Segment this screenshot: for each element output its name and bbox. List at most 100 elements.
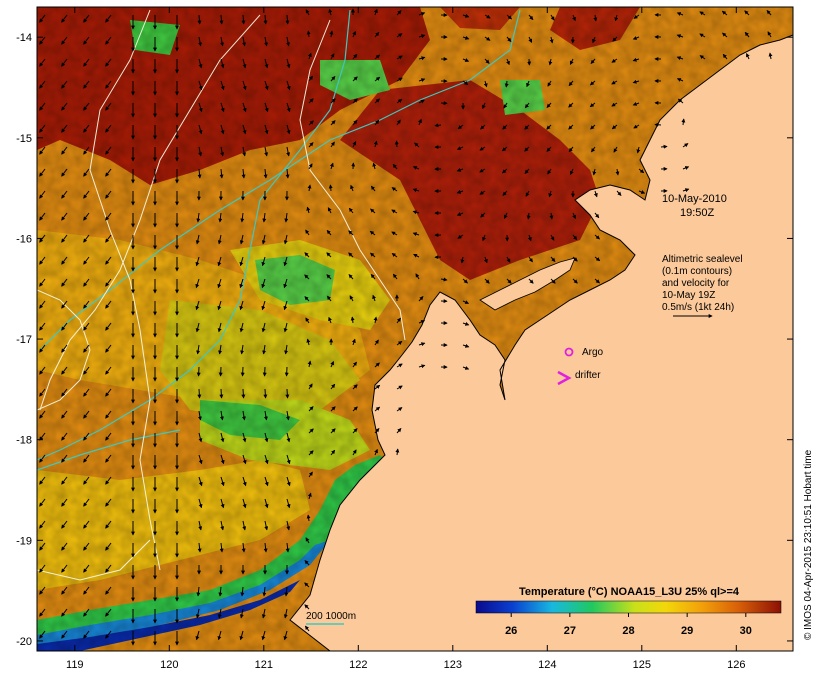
velocity-arrow — [105, 410, 112, 419]
velocity-arrow — [198, 476, 203, 487]
velocity-arrow — [195, 630, 200, 641]
velocity-arrow — [547, 168, 552, 175]
velocity-arrow — [632, 79, 640, 84]
velocity-arrow — [61, 168, 68, 177]
velocity-arrow — [506, 58, 510, 66]
velocity-arrow — [105, 234, 112, 243]
velocity-arrow — [83, 586, 90, 595]
velocity-arrow — [83, 190, 90, 199]
velocity-arrow — [396, 119, 401, 126]
velocity-arrow — [590, 124, 596, 130]
longitude-axis: 119 120 121 122 123 124 125 126 — [66, 7, 745, 671]
velocity-arrow — [264, 124, 269, 135]
velocity-arrow — [61, 212, 68, 221]
velocity-arrow — [328, 184, 333, 192]
velocity-arrow — [61, 256, 68, 265]
velocity-arrow — [195, 234, 200, 245]
velocity-arrow — [286, 58, 291, 69]
velocity-arrow — [242, 520, 247, 531]
colorbar: Temperature (°C) NOAA15_L3U 25% ql>=4 26… — [475, 586, 782, 637]
velocity-arrow — [286, 520, 291, 531]
velocity-arrow — [219, 542, 224, 553]
velocity-arrow — [198, 102, 203, 113]
velocity-arrow — [284, 344, 289, 355]
velocity-arrow — [418, 34, 426, 39]
velocity-arrow — [61, 410, 68, 419]
velocity-arrow — [61, 388, 68, 397]
velocity-arrow — [418, 296, 424, 302]
drifter-marker-icon — [557, 370, 572, 386]
velocity-arrow — [240, 344, 245, 355]
velocity-arrow — [285, 168, 290, 179]
velocity-arrow — [304, 560, 310, 566]
velocity-arrow — [39, 80, 46, 89]
velocity-arrow — [61, 190, 68, 199]
velocity-arrow — [83, 300, 90, 309]
velocity-arrow — [220, 520, 225, 531]
velocity-arrow — [548, 190, 553, 198]
velocity-arrow — [219, 410, 224, 421]
velocity-arrow — [594, 256, 601, 262]
velocity-arrow — [483, 80, 488, 88]
velocity-arrow — [39, 476, 46, 485]
velocity-arrow — [83, 630, 90, 639]
velocity-arrow — [83, 168, 90, 177]
velocity-arrow — [462, 300, 470, 304]
velocity-arrow — [105, 168, 112, 177]
velocity-arrow — [374, 54, 381, 60]
velocity-arrow — [391, 209, 398, 214]
velocity-arrow — [396, 77, 403, 82]
velocity-arrow — [242, 476, 247, 487]
velocity-arrow — [633, 14, 640, 19]
lon-tick-label: 123 — [444, 659, 462, 671]
velocity-arrow — [767, 31, 772, 38]
velocity-arrow — [396, 317, 401, 324]
legend-line-3: and velocity for — [662, 278, 730, 289]
velocity-arrow — [305, 317, 310, 324]
velocity-arrow — [348, 207, 354, 214]
velocity-arrow — [568, 102, 574, 108]
velocity-arrow — [241, 168, 246, 179]
velocity-arrow — [612, 36, 618, 42]
velocity-arrow — [506, 36, 512, 43]
velocity-arrow — [197, 542, 202, 553]
lon-tick-label: 119 — [66, 659, 84, 671]
velocity-arrow — [105, 564, 112, 573]
velocity-arrow — [105, 146, 112, 155]
velocity-arrow — [83, 388, 90, 397]
velocity-arrow — [550, 14, 555, 21]
velocity-arrow — [412, 188, 420, 193]
velocity-arrow — [283, 608, 288, 619]
velocity-arrow — [308, 428, 314, 434]
velocity-arrow — [348, 274, 354, 280]
velocity-arrow — [105, 212, 112, 221]
velocity-arrow — [660, 144, 668, 149]
velocity-arrow — [264, 476, 269, 487]
velocity-arrow — [546, 146, 552, 152]
velocity-arrow — [568, 146, 574, 153]
velocity-arrow — [219, 388, 224, 399]
velocity-arrow — [308, 471, 313, 478]
velocity-arrow — [572, 14, 576, 22]
velocity-arrow — [592, 168, 597, 176]
velocity-arrow — [329, 30, 334, 38]
velocity-arrow — [502, 190, 508, 196]
velocity-arrow — [526, 212, 531, 220]
velocity-arrow — [197, 168, 202, 179]
velocity-arrow — [352, 30, 356, 38]
velocity-arrow — [330, 98, 336, 104]
velocity-arrow — [462, 343, 470, 348]
velocity-arrow — [264, 80, 269, 91]
velocity-arrow — [39, 498, 46, 507]
velocity-arrow — [39, 58, 46, 67]
velocity-arrow — [373, 140, 378, 148]
argo-legend: Argo — [564, 347, 604, 358]
velocity-arrow — [220, 432, 225, 443]
velocity-arrow — [374, 428, 380, 434]
velocity-arrow — [352, 384, 358, 390]
velocity-arrow — [261, 300, 266, 311]
velocity-arrow — [39, 520, 46, 529]
velocity-arrow — [550, 278, 556, 284]
velocity-arrow — [61, 520, 68, 529]
velocity-arrow — [261, 234, 266, 245]
